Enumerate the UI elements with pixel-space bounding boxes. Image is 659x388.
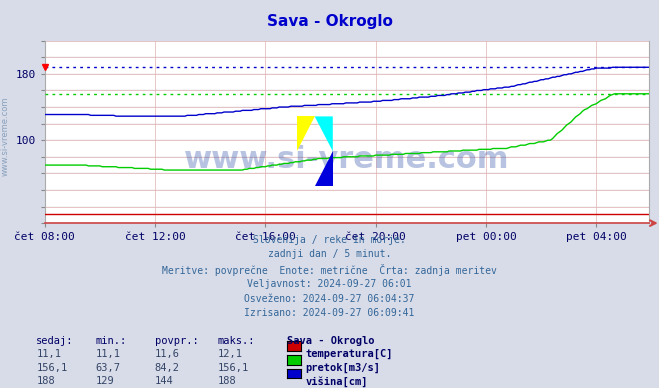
Polygon shape: [315, 116, 333, 151]
Text: 11,1: 11,1: [96, 349, 121, 359]
Text: Izrisano: 2024-09-27 06:09:41: Izrisano: 2024-09-27 06:09:41: [244, 308, 415, 319]
Text: Meritve: povprečne  Enote: metrične  Črta: zadnja meritev: Meritve: povprečne Enote: metrične Črta:…: [162, 264, 497, 276]
Text: www.si-vreme.com: www.si-vreme.com: [185, 145, 509, 174]
Text: Sava - Okroglo: Sava - Okroglo: [266, 14, 393, 29]
Polygon shape: [297, 116, 315, 151]
Text: maks.:: maks.:: [217, 336, 255, 346]
Text: Veljavnost: 2024-09-27 06:01: Veljavnost: 2024-09-27 06:01: [247, 279, 412, 289]
Text: povpr.:: povpr.:: [155, 336, 198, 346]
Text: Slovenija / reke in morje.: Slovenija / reke in morje.: [253, 235, 406, 245]
Text: 12,1: 12,1: [217, 349, 243, 359]
Text: 129: 129: [96, 376, 114, 386]
Text: pretok[m3/s]: pretok[m3/s]: [305, 363, 380, 373]
Text: višina[cm]: višina[cm]: [305, 376, 368, 387]
Text: 188: 188: [217, 376, 236, 386]
Text: 11,6: 11,6: [155, 349, 180, 359]
Polygon shape: [315, 151, 333, 186]
Text: temperatura[C]: temperatura[C]: [305, 349, 393, 359]
Text: 11,1: 11,1: [36, 349, 61, 359]
Text: Sava - Okroglo: Sava - Okroglo: [287, 336, 374, 346]
Text: zadnji dan / 5 minut.: zadnji dan / 5 minut.: [268, 249, 391, 260]
Text: sedaj:: sedaj:: [36, 336, 74, 346]
Text: 63,7: 63,7: [96, 363, 121, 373]
Text: Osveženo: 2024-09-27 06:04:37: Osveženo: 2024-09-27 06:04:37: [244, 294, 415, 304]
Text: 84,2: 84,2: [155, 363, 180, 373]
Text: 156,1: 156,1: [217, 363, 248, 373]
Text: www.si-vreme.com: www.si-vreme.com: [1, 96, 10, 175]
Text: 188: 188: [36, 376, 55, 386]
Text: 156,1: 156,1: [36, 363, 67, 373]
Text: 144: 144: [155, 376, 173, 386]
Text: min.:: min.:: [96, 336, 127, 346]
